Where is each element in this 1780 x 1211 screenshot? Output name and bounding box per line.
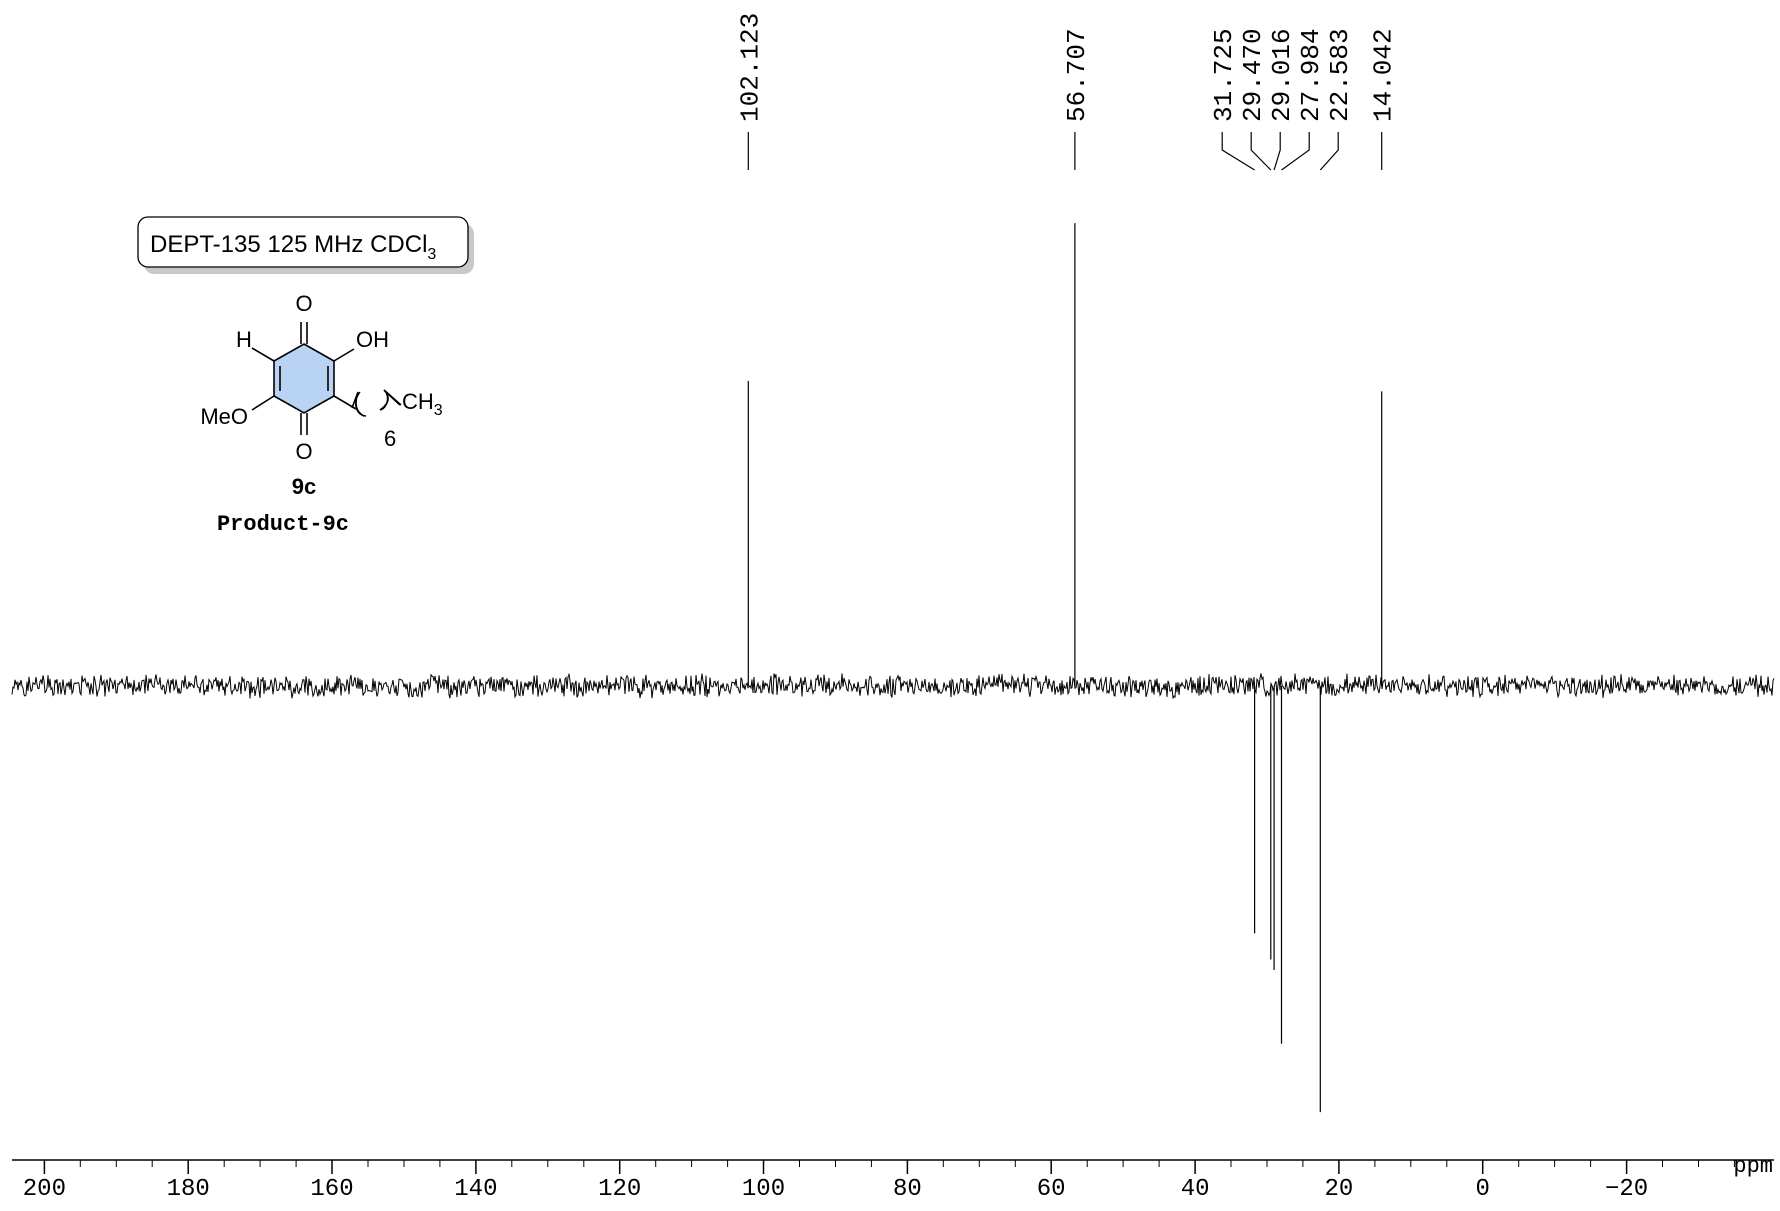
peak-label-7: 14.042	[1369, 28, 1399, 122]
x-axis-unit-label: ppm	[1733, 1154, 1773, 1179]
acquisition-info-text: DEPT-135 125 MHz CDCl3	[150, 231, 436, 263]
x-tick-label: 0	[1475, 1176, 1489, 1203]
hydroxyl-label: OH	[356, 327, 389, 352]
carbonyl-top-oxygen: O	[295, 291, 312, 316]
x-tick-label: 100	[742, 1176, 785, 1203]
x-tick-label: 60	[1037, 1176, 1066, 1203]
chain-repeat-count: 6	[384, 426, 396, 451]
peak-label-connector-3	[1250, 132, 1272, 171]
acquisition-info-box: DEPT-135 125 MHz CDCl3	[137, 216, 474, 274]
peak-label-5: 27.984	[1296, 28, 1326, 122]
hydrogen-label: H	[236, 327, 252, 352]
peak-label-0: 102.123	[735, 13, 765, 122]
spectrum-baseline-noise	[11, 672, 1775, 699]
x-tick-label: 160	[310, 1176, 353, 1203]
peak-label-2: 31.725	[1209, 28, 1239, 122]
quinone-ring	[273, 343, 335, 414]
peak-label-connector-5	[1281, 132, 1310, 171]
x-tick-label: 120	[598, 1176, 641, 1203]
compound-id: 9c	[292, 474, 316, 499]
x-tick-label: 180	[167, 1176, 210, 1203]
product-name: Product-9c	[217, 512, 349, 537]
peak-label-connector-6	[1319, 132, 1339, 171]
methoxy-label: MeO	[200, 404, 248, 429]
peaks-layer	[747, 223, 1383, 1113]
chemical-structure: O O H OH MeO CH3 6 9c Product-9c	[200, 291, 442, 537]
x-tick-label: 80	[893, 1176, 922, 1203]
x-tick-label: 200	[23, 1176, 66, 1203]
peak-label-connector-2	[1221, 132, 1255, 171]
methyl-label: CH3	[402, 389, 443, 419]
x-tick-label: 140	[454, 1176, 497, 1203]
x-axis: 200 180 160 140 120 100 80 60 40 20 0 −20	[12, 1159, 1774, 1203]
peak-label-4: 29.016	[1267, 28, 1297, 122]
x-tick-label: −20	[1605, 1176, 1648, 1203]
peak-label-1: 56.707	[1062, 28, 1092, 122]
x-tick-label: 40	[1181, 1176, 1210, 1203]
peak-label-6: 22.583	[1325, 28, 1355, 122]
peak-labels: 102.123 56.707 31.725 29.470 29.016 27.984 22.…	[735, 13, 1399, 171]
carbonyl-bottom-oxygen: O	[295, 439, 312, 464]
x-tick-label: 20	[1324, 1176, 1353, 1203]
peak-label-connector-4	[1273, 132, 1281, 171]
peak-label-3: 29.470	[1238, 28, 1268, 122]
